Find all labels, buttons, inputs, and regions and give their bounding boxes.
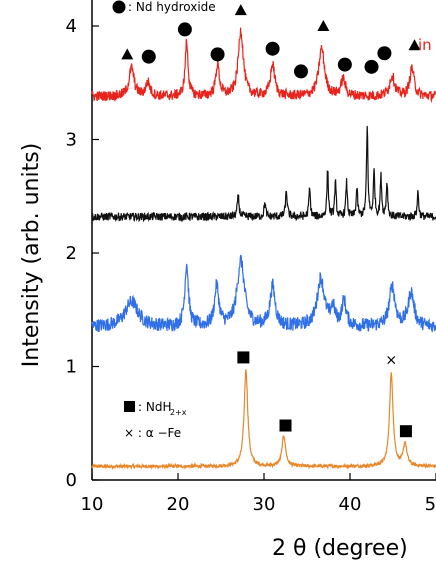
legend-top-right-fragment: in (418, 36, 432, 54)
x-axis-unit: (degree) (306, 536, 407, 561)
marker-circle (377, 46, 392, 61)
legend-alpha-fe-label: × : α −Fe (124, 426, 181, 440)
legend-square-marker (124, 401, 135, 412)
x-tick-label: 10 (81, 494, 104, 515)
legend-nd-hydroxide: : Nd hydroxide (112, 0, 216, 14)
marker-circle (210, 47, 225, 62)
marker-circle (364, 59, 379, 74)
x-axis-theta: 2 θ (272, 536, 306, 561)
series-red (91, 27, 436, 104)
marker-circle (337, 57, 352, 72)
marker-circle (141, 49, 156, 64)
marker-triangle (317, 20, 330, 31)
series-layer (91, 27, 436, 471)
marker-square (279, 419, 292, 432)
marker-cross: × (385, 353, 397, 369)
x-tick-label: 30 (253, 494, 276, 515)
legend-ndh-subscript: 2+x (170, 408, 187, 417)
y-tick-label: 0 (66, 470, 77, 491)
axis-ticks: 10 20 30 40 50 0 1 2 3 4 (66, 16, 436, 515)
marker-circle (265, 41, 280, 56)
marker-triangle (121, 48, 134, 60)
y-tick-label: 4 (66, 16, 77, 37)
marker-triangle (234, 4, 247, 16)
marker-triangle (408, 39, 421, 51)
y-tick-label: 1 (66, 357, 77, 378)
x-tick-label: 40 (339, 494, 362, 515)
marker-square (237, 351, 250, 364)
x-axis-title: 2 θ (degree) (272, 536, 408, 561)
y-tick-label: 2 (66, 243, 77, 264)
series-blue (91, 254, 436, 333)
y-tick-label: 3 (66, 130, 77, 151)
legend-nd-hydroxide-label: : Nd hydroxide (128, 0, 216, 14)
legend-ndh: : NdH 2+x (124, 400, 187, 417)
series-black (91, 125, 436, 223)
marker-circle (293, 64, 308, 79)
x-tick-label: 50 (425, 494, 436, 515)
marker-layer: × (121, 4, 421, 438)
legend-ndh-label: : NdH (138, 400, 171, 414)
marker-square (399, 425, 412, 438)
series-orange (91, 369, 436, 471)
marker-circle (177, 22, 192, 37)
legend-circle-marker (112, 0, 126, 14)
y-axis-title: Intensity (arb. units) (19, 143, 44, 367)
x-tick-label: 20 (167, 494, 190, 515)
